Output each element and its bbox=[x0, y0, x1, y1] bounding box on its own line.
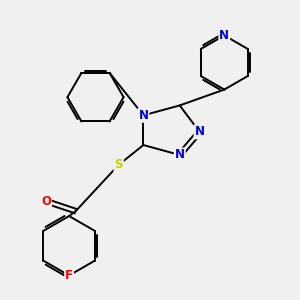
Text: O: O bbox=[41, 195, 51, 208]
Text: N: N bbox=[219, 29, 229, 42]
Text: N: N bbox=[175, 148, 185, 161]
Text: N: N bbox=[194, 125, 205, 138]
Text: F: F bbox=[65, 269, 73, 282]
Text: S: S bbox=[114, 158, 123, 171]
Text: N: N bbox=[138, 109, 148, 122]
